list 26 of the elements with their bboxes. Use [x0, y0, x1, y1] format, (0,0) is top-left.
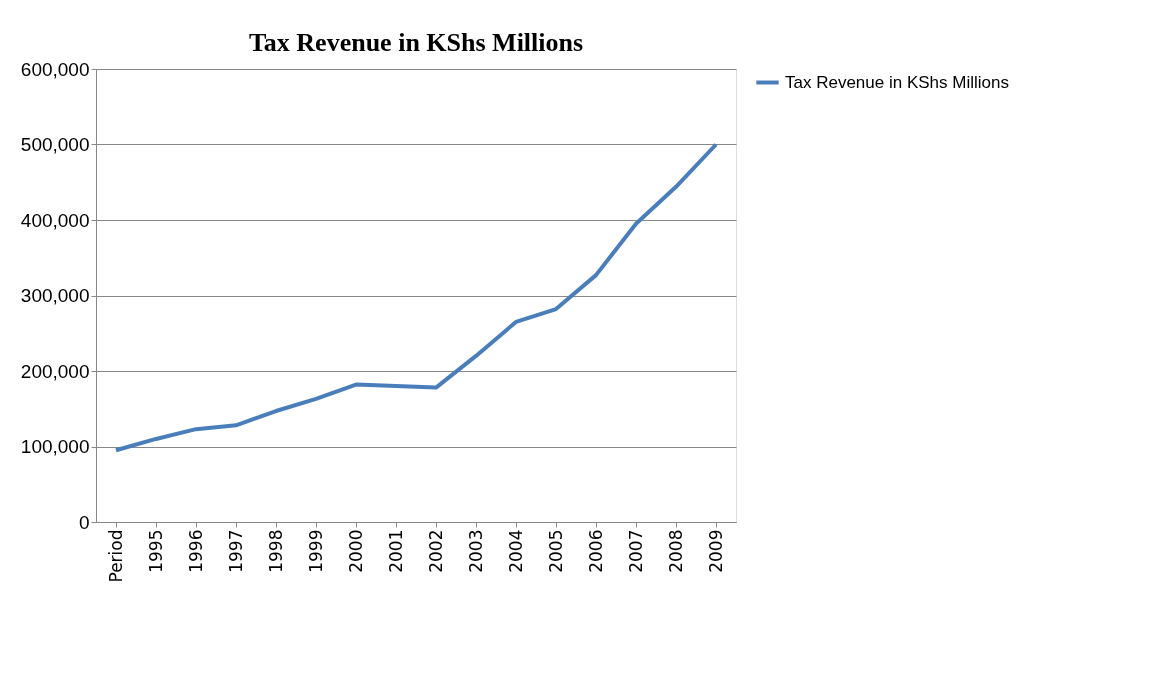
- x-tick-label: 2002: [425, 529, 446, 573]
- x-tick-label: 2003: [465, 529, 486, 573]
- line-series: [114, 142, 718, 453]
- y-tick-label: 600,000: [20, 58, 90, 80]
- x-tick-label: 2004: [505, 529, 526, 573]
- x-tick-label: 1996: [185, 529, 206, 573]
- x-tick-label: 2007: [625, 529, 646, 573]
- x-tick-label: 1997: [225, 529, 246, 573]
- x-tick-label: 1995: [145, 529, 166, 573]
- y-tick-label: 200,000: [20, 360, 90, 382]
- x-tick-label: 2009: [705, 529, 726, 573]
- x-tick-label: 1999: [305, 529, 326, 573]
- x-tick-label: 2006: [585, 529, 606, 573]
- x-tick-label: 2001: [385, 529, 406, 573]
- y-tick-label: 0: [78, 511, 90, 533]
- y-tick-label: 300,000: [20, 285, 90, 306]
- legend-label: Tax Revenue in KShs Millions: [785, 72, 1009, 92]
- x-tick-label: 2008: [665, 529, 686, 573]
- y-tick-label: 100,000: [20, 436, 90, 457]
- x-tick-label: 1998: [265, 529, 286, 573]
- x-tick-label: Period: [105, 529, 126, 583]
- x-tick-label: 2000: [345, 529, 366, 573]
- y-tick-label: 500,000: [20, 134, 90, 155]
- chart-title: Tax Revenue in KShs Millions: [248, 28, 584, 57]
- y-tick-label: 400,000: [20, 209, 90, 231]
- x-tick-label: 2005: [545, 529, 566, 573]
